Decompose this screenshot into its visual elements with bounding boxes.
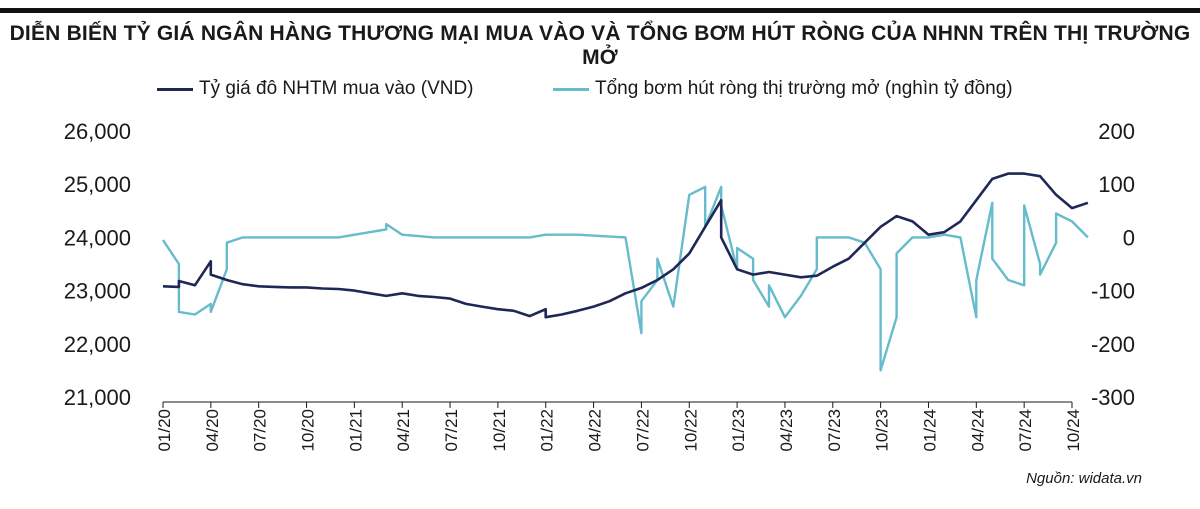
- x-axis-tick-label: 04/23: [777, 409, 796, 452]
- x-axis-tick-label: 10/24: [1064, 409, 1083, 452]
- left-axis-tick-label: 21,000: [64, 385, 131, 410]
- left-axis-tick-label: 22,000: [64, 332, 131, 357]
- x-axis-tick-label: 07/21: [442, 409, 461, 452]
- x-axis-tick-label: 07/22: [633, 409, 652, 452]
- x-axis-tick-label: 10/20: [299, 409, 318, 452]
- right-axis-tick-label: -300: [1091, 385, 1135, 410]
- x-axis-tick-label: 07/23: [825, 409, 844, 452]
- left-axis-ticks: 26,000 25,000 24,000 23,000 22,000 21,000: [64, 119, 131, 410]
- x-axis-tick-label: 01/23: [729, 409, 748, 452]
- x-axis-tick-label: 04/21: [394, 409, 413, 452]
- x-axis-ticks: 01/20 04/20 07/20 10/20 01/21 04/21 07/21 10/21…: [155, 402, 1083, 452]
- right-axis-tick-label: 0: [1123, 225, 1135, 250]
- legend-item-usd-rate: Tỷ giá đô NHTM mua vào (VND): [157, 78, 474, 100]
- right-axis-tick-label: -100: [1091, 279, 1135, 304]
- x-axis-tick-label: 10/23: [873, 409, 892, 452]
- legend-label-usd-rate: Tỷ giá đô NHTM mua vào (VND): [199, 78, 474, 99]
- legend-label-net-injection: Tổng bơm hút ròng thị trường mở (nghìn t…: [595, 78, 1013, 99]
- right-axis-tick-label: 200: [1098, 119, 1135, 144]
- right-axis-ticks: 200 100 0 -100 -200 -300: [1091, 119, 1135, 410]
- x-axis-tick-label: 07/20: [251, 409, 270, 452]
- right-axis-tick-label: 100: [1098, 172, 1135, 197]
- source-note: Nguồn: widata.vn: [1026, 470, 1142, 487]
- x-axis-tick-label: 10/22: [681, 409, 700, 452]
- x-axis-tick-label: 07/24: [1016, 409, 1035, 452]
- chart-title: DIỄN BIẾN TỶ GIÁ NGÂN HÀNG THƯƠNG MẠI MU…: [9, 22, 1191, 69]
- x-axis-tick-label: 10/21: [490, 409, 509, 452]
- legend-swatch-usd-rate: [157, 87, 193, 91]
- x-axis-tick-label: 04/20: [203, 409, 222, 452]
- x-axis-tick-label: 01/20: [155, 409, 174, 452]
- x-axis-tick-label: 01/21: [346, 409, 365, 452]
- x-axis-tick-label: 01/24: [920, 409, 939, 452]
- title-rule: [0, 8, 1200, 13]
- legend-item-net-injection: Tổng bơm hút ròng thị trường mở (nghìn t…: [553, 78, 1013, 100]
- x-axis-tick-label: 04/22: [586, 409, 605, 452]
- x-axis-tick-label: 04/24: [968, 409, 987, 452]
- series-line-usd-rate: [162, 172, 1089, 319]
- x-axis-tick-label: 01/22: [538, 409, 557, 452]
- right-axis-tick-label: -200: [1091, 332, 1135, 357]
- series-group: [162, 172, 1089, 372]
- left-axis-tick-label: 24,000: [64, 225, 131, 250]
- left-axis-tick-label: 23,000: [64, 279, 131, 304]
- legend-swatch-net-injection: [553, 87, 589, 91]
- left-axis-tick-label: 25,000: [64, 172, 131, 197]
- left-axis-tick-label: 26,000: [64, 119, 131, 144]
- series-line-net-injection: [162, 185, 1089, 372]
